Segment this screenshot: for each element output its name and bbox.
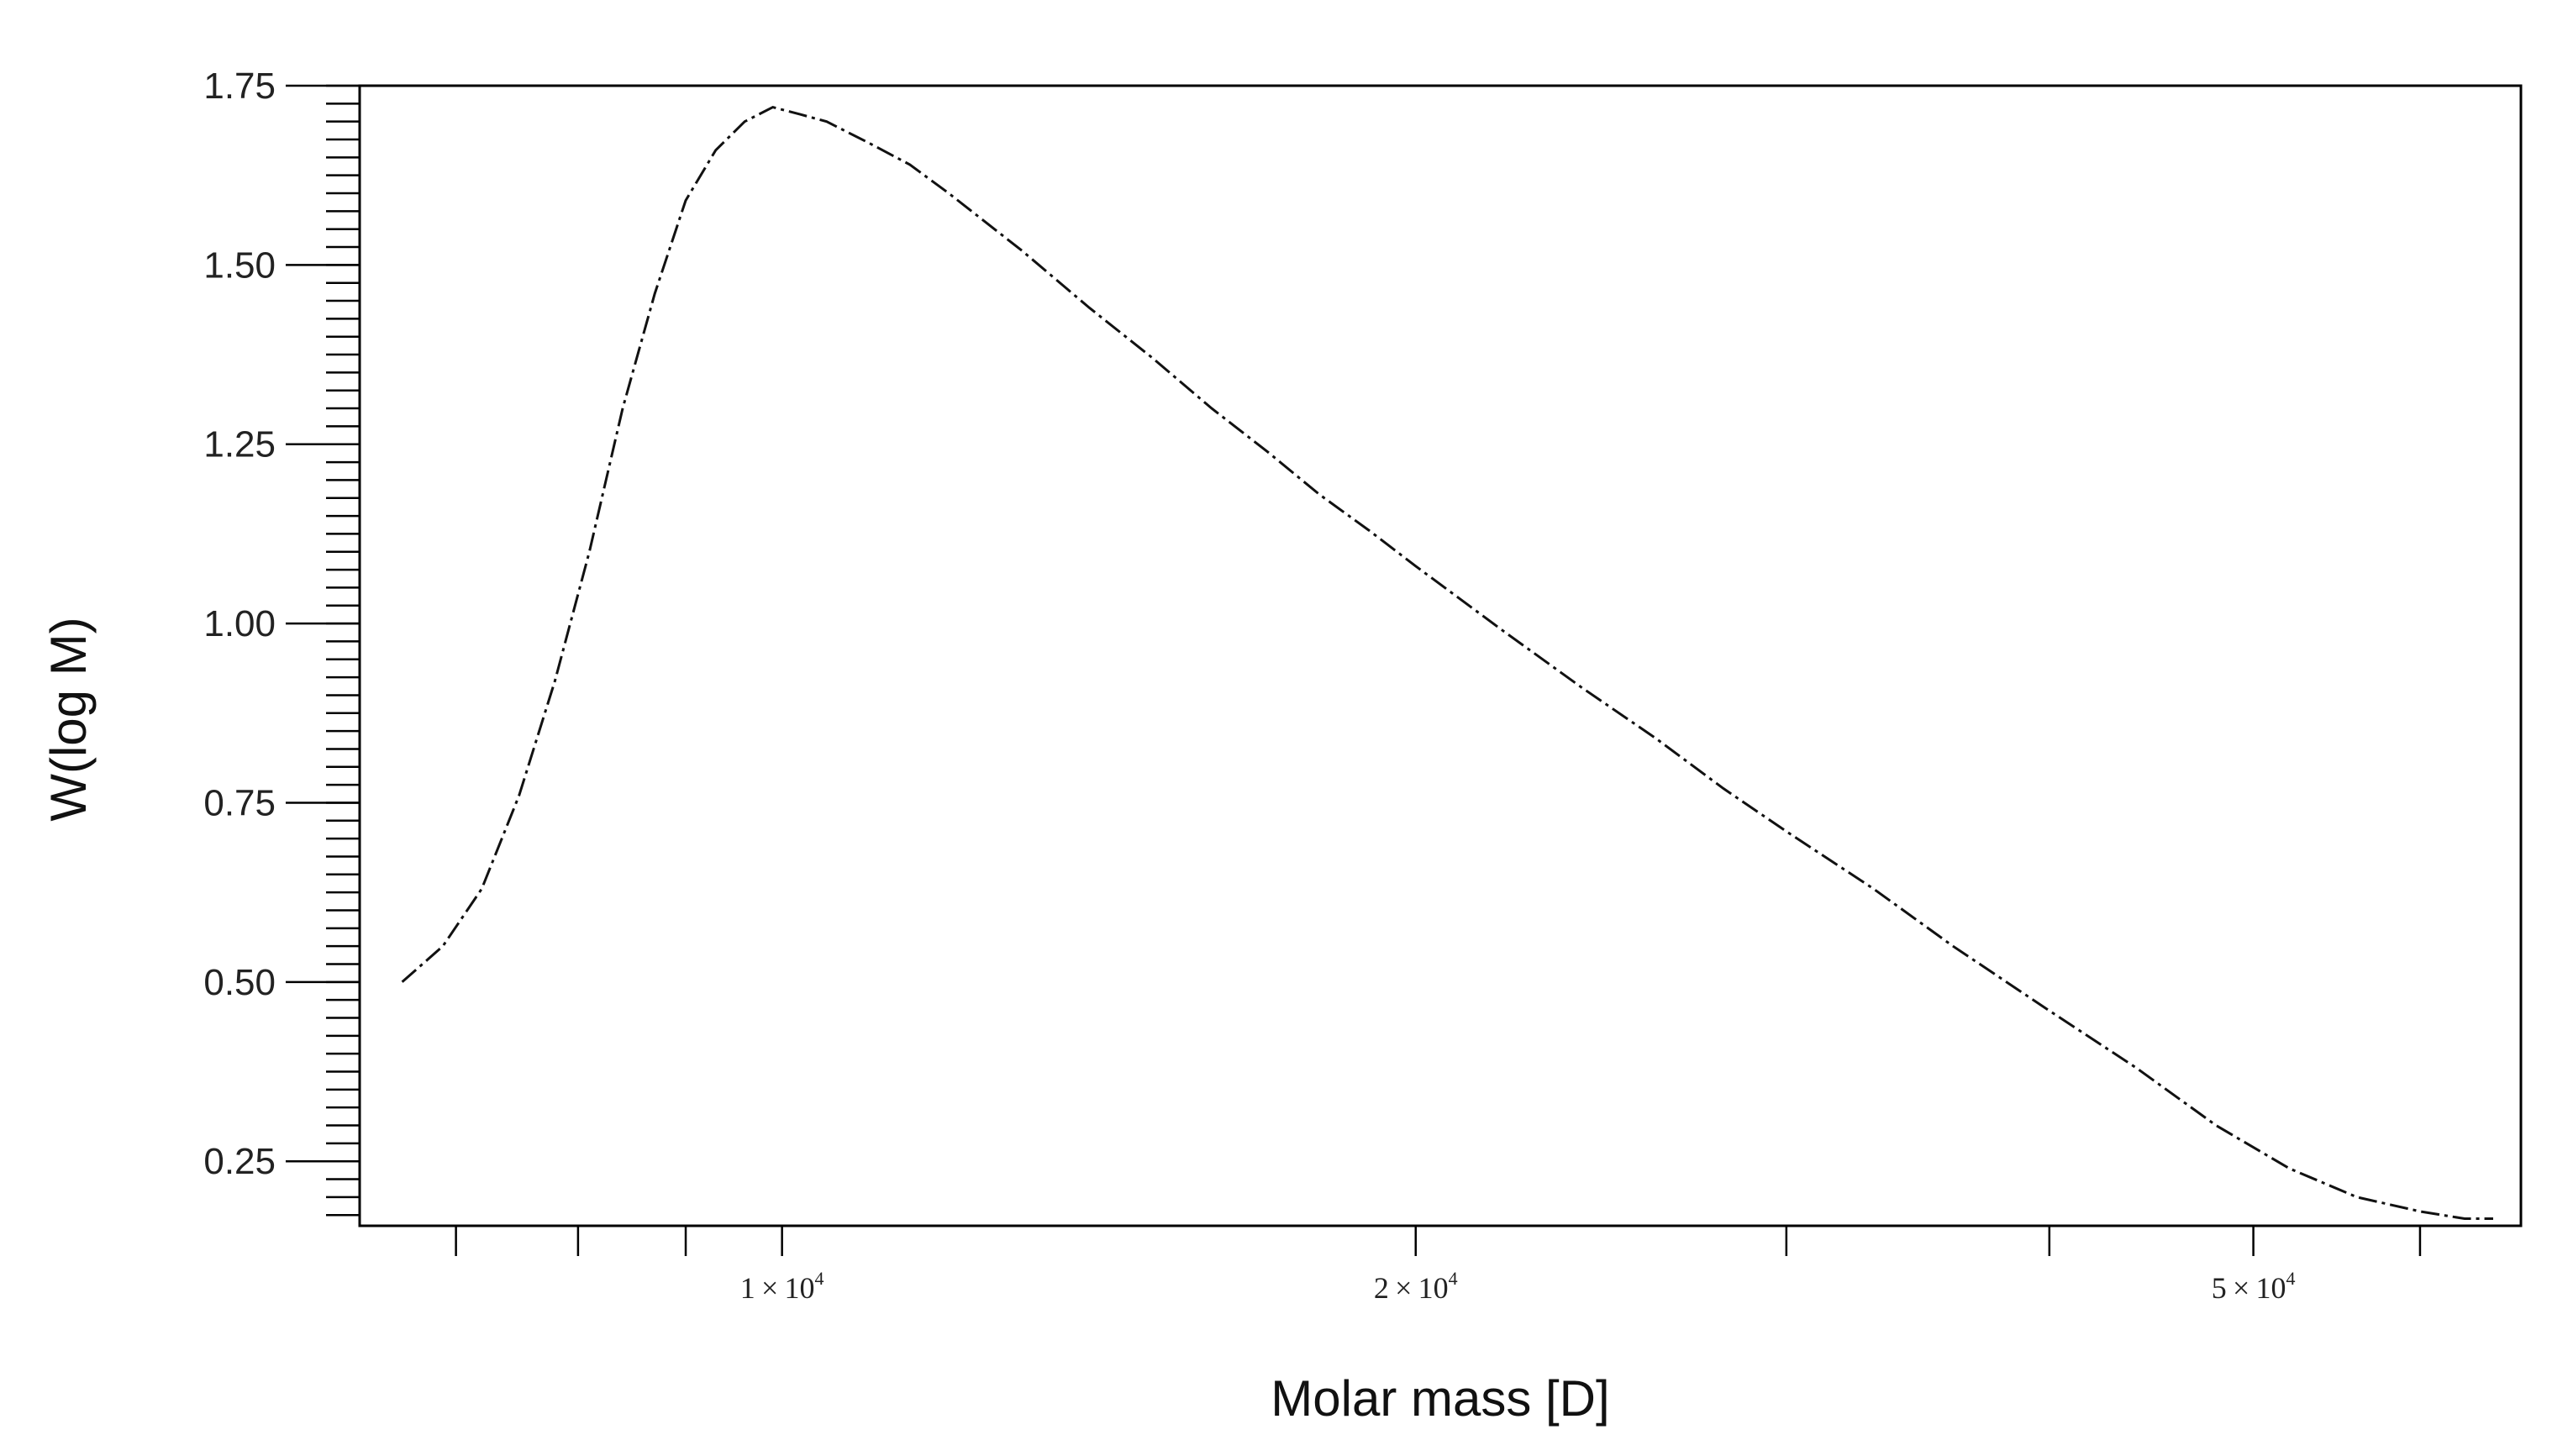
x-tick-label: 1 × 104 — [740, 1268, 824, 1305]
x-tick-label: 5 × 104 — [2212, 1268, 2296, 1305]
y-tick-label: 1.50 — [203, 244, 276, 286]
y-axis: 0.25 0.50 0.75 1.00 1.25 1.50 1.75 — [203, 66, 360, 1217]
series-line — [401, 106, 2493, 1220]
plot-frame — [358, 84, 2523, 1227]
y-tick-label: 0.50 — [203, 962, 276, 1003]
y-tick-label: 1.00 — [203, 603, 276, 644]
x-axis: 1 × 104 2 × 104 5 × 104 — [455, 1226, 2422, 1305]
x-tick-label: 2 × 104 — [1374, 1268, 1458, 1305]
x-axis-label: Molar mass [D] — [1271, 1370, 1609, 1427]
y-tick-label: 1.75 — [203, 66, 276, 107]
y-axis-label: W(log M) — [40, 617, 97, 821]
y-tick-label: 1.25 — [203, 424, 276, 465]
y-tick-label: 0.75 — [203, 782, 276, 823]
y-tick-label: 0.25 — [203, 1141, 276, 1182]
